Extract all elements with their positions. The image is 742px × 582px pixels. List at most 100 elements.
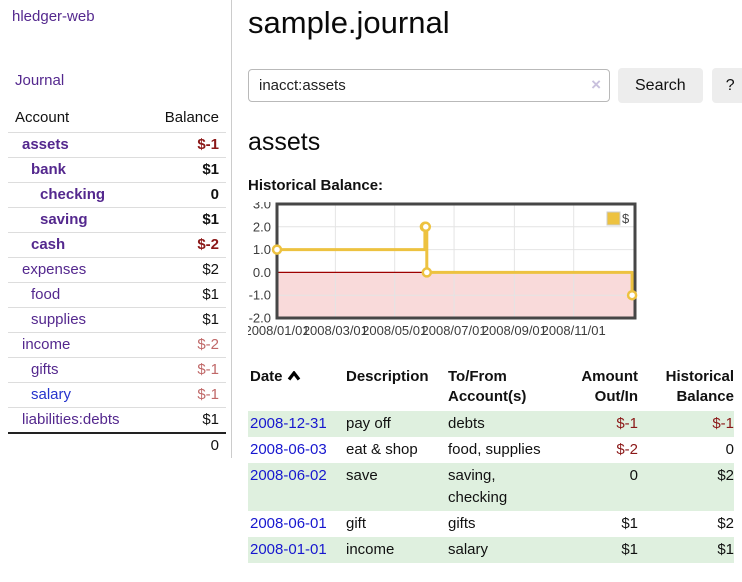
register-row: 2008-12-31 pay off debts $-1 $-1 xyxy=(248,411,734,437)
y-axis-tick-label: 3.0 xyxy=(253,202,271,212)
x-axis-tick-label: 2008/03/01 xyxy=(303,323,368,338)
data-point-marker xyxy=(271,244,283,255)
transaction-accounts: food, supplies xyxy=(448,441,541,458)
column-header-description[interactable]: Description xyxy=(346,368,429,385)
historical-balance-chart: 3.0 2.0 1.0 0.0 -1.0 -2.0 2008/01/01 2008/03/01… xyxy=(248,202,718,342)
account-balance: 0 xyxy=(148,182,226,208)
transaction-date-link[interactable]: 2008-06-03 xyxy=(250,441,327,458)
account-row: gifts $-1 xyxy=(8,357,226,383)
account-link-expenses[interactable]: expenses xyxy=(22,261,87,278)
account-balance: $-2 xyxy=(148,332,226,358)
transaction-description: gift xyxy=(346,515,367,532)
transaction-accounts: gifts xyxy=(448,515,476,532)
account-balance: $2 xyxy=(148,257,226,283)
transaction-date-link[interactable]: 2008-06-02 xyxy=(250,467,327,484)
account-heading: assets xyxy=(248,128,321,156)
account-link-food[interactable]: food xyxy=(31,286,61,303)
chart-canvas: 3.0 2.0 1.0 0.0 -1.0 -2.02008/01/012008/03/01… xyxy=(248,202,638,338)
column-header-date[interactable]: Date xyxy=(248,364,344,411)
transaction-balance: $2 xyxy=(717,467,734,484)
account-balance: $-1 xyxy=(148,382,226,408)
register-row: 2008-01-01 income salary $1 $1 xyxy=(248,537,734,563)
transaction-amount: $1 xyxy=(621,515,638,532)
sidebar: hledger-web Journal Account Balance asse… xyxy=(0,0,232,458)
account-link-gifts[interactable]: gifts xyxy=(31,361,59,378)
app: hledger-web Journal Account Balance asse… xyxy=(0,0,742,563)
page-title: sample.journal xyxy=(248,5,450,40)
account-row: cash $-2 xyxy=(8,232,226,258)
transaction-accounts: saving, checking xyxy=(448,467,508,506)
clear-search-icon[interactable]: × xyxy=(591,75,601,94)
data-point-marker xyxy=(421,267,433,278)
account-link-checking[interactable]: checking xyxy=(40,186,106,203)
account-row: food $1 xyxy=(8,282,226,308)
x-axis-tick-label: 2008/09/01 xyxy=(482,323,547,338)
y-axis-tick-label: 2.0 xyxy=(253,219,271,234)
column-header-tofrom[interactable]: To/From Account(s) xyxy=(448,368,527,405)
column-header-amount[interactable]: Amount Out/In xyxy=(581,368,638,405)
account-link-cash[interactable]: cash xyxy=(31,236,66,253)
transaction-amount: $1 xyxy=(621,541,638,558)
transaction-date-link[interactable]: 2008-01-01 xyxy=(250,541,327,558)
account-row: salary $-1 xyxy=(8,382,226,408)
account-row: income $-2 xyxy=(8,332,226,358)
account-row: bank $1 xyxy=(8,157,226,183)
account-row: expenses $2 xyxy=(8,257,226,283)
brand-link[interactable]: hledger-web xyxy=(12,8,95,25)
transaction-date-link[interactable]: 2008-06-01 xyxy=(250,515,327,532)
x-axis-tick-label: 2008/01/01 xyxy=(248,323,310,338)
account-balance: $1 xyxy=(148,282,226,308)
accounts-total-balance: 0 xyxy=(148,432,226,458)
account-row: saving $1 xyxy=(8,207,226,233)
account-row: liabilities:debts $1 xyxy=(8,407,226,433)
account-link-salary[interactable]: salary xyxy=(31,386,72,403)
account-column-header: Account xyxy=(15,109,70,126)
account-link-bank[interactable]: bank xyxy=(31,161,67,178)
account-balance: $-1 xyxy=(148,132,226,158)
accounts-table-header: Account Balance xyxy=(8,109,226,133)
register-row: 2008-06-02 save saving, checking 0 $2 xyxy=(248,463,734,511)
transaction-balance: $2 xyxy=(717,515,734,532)
x-axis-tick-label: 2008/11/01 xyxy=(542,323,606,338)
sort-asc-icon xyxy=(287,370,300,381)
search-bar: × Search ? xyxy=(248,68,742,103)
transaction-date-link[interactable]: 2008-12-31 xyxy=(250,415,327,432)
account-row: assets $-1 xyxy=(8,132,226,158)
y-axis-tick-label: -2.0 xyxy=(249,311,271,326)
account-link-saving[interactable]: saving xyxy=(40,211,88,228)
account-balance: $1 xyxy=(148,207,226,233)
y-axis-tick-label: 1.0 xyxy=(253,242,271,257)
account-balance: $1 xyxy=(148,307,226,333)
transaction-description: eat & shop xyxy=(346,441,418,458)
register-row: 2008-06-03 eat & shop food, supplies $-2… xyxy=(248,437,734,463)
y-axis-tick-label: 0.0 xyxy=(253,265,271,280)
sidebar-item-journal[interactable]: Journal xyxy=(15,72,65,89)
x-axis-tick-label: 2008/05/01 xyxy=(362,323,427,338)
account-link-income[interactable]: income xyxy=(22,336,71,353)
transaction-amount: $-1 xyxy=(616,415,638,432)
plot-border xyxy=(275,202,637,320)
search-input[interactable] xyxy=(248,69,610,102)
transaction-description: income xyxy=(346,541,395,558)
search-button[interactable]: Search xyxy=(618,68,703,103)
account-balance: $1 xyxy=(148,407,226,433)
main-content: sample.journal × Search ? assets Histori… xyxy=(232,0,742,563)
register-row: 2008-06-01 gift gifts $1 $2 xyxy=(248,511,734,537)
transaction-balance: $1 xyxy=(717,541,734,558)
y-axis-tick-label: -1.0 xyxy=(249,288,271,303)
transaction-description: save xyxy=(346,467,378,484)
column-header-historical[interactable]: Historical Balance xyxy=(665,368,734,405)
account-link-liabilities-debts[interactable]: liabilities:debts xyxy=(22,411,120,428)
account-balance: $-1 xyxy=(148,357,226,383)
register-header-row: Date Description To/From Account(s) Amou… xyxy=(248,364,734,411)
transaction-accounts: salary xyxy=(448,541,489,558)
data-point-marker xyxy=(420,221,432,233)
account-link-supplies[interactable]: supplies xyxy=(31,311,87,328)
chart-section-label: Historical Balance: xyxy=(248,177,384,194)
help-button[interactable]: ? xyxy=(711,68,742,103)
account-link-assets[interactable]: assets xyxy=(22,136,69,153)
accounts-table: Account Balance assets $-1 bank $1 check… xyxy=(8,109,226,458)
transaction-balance: 0 xyxy=(725,441,734,458)
transaction-balance: $-1 xyxy=(712,415,734,432)
transaction-amount: 0 xyxy=(629,467,638,484)
